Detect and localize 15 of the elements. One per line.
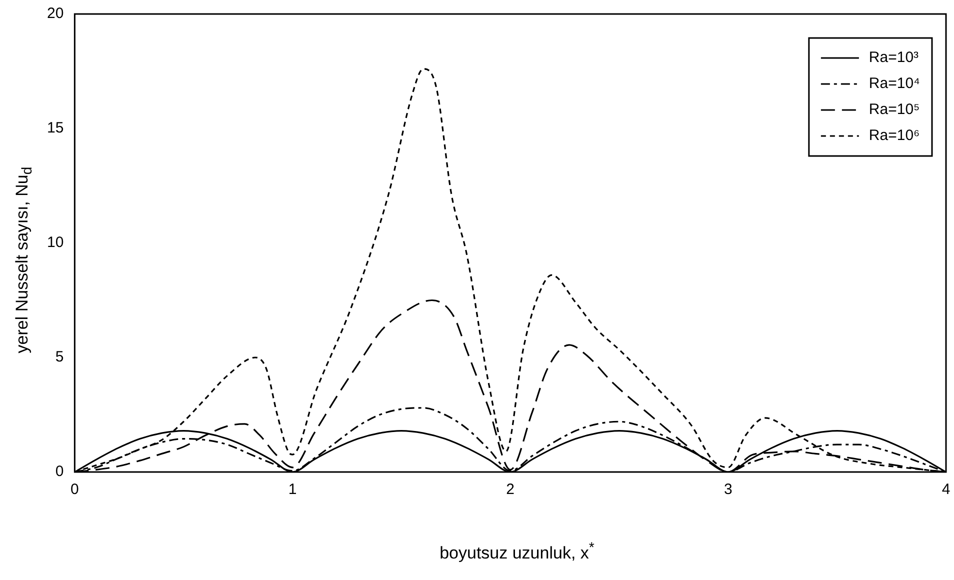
y-tick-label: 15 [46, 120, 64, 137]
legend-label: Ra=10⁴ [868, 75, 920, 92]
x-tick-label: 3 [724, 481, 732, 498]
legend-label: Ra=10⁶ [868, 127, 920, 144]
legend-label: Ra=10⁵ [868, 101, 920, 118]
y-tick-label: 5 [55, 348, 64, 366]
x-axis-title: boyutsuz uzunluk, x$^{*}$ [438, 540, 596, 564]
x-tick-label: 1 [288, 481, 297, 498]
legend-label: Ra=10³ [868, 49, 919, 66]
x-tick-label: 0 [70, 481, 79, 498]
y-tick-label: 0 [55, 463, 64, 480]
x-tick-label: 4 [942, 481, 950, 498]
x-tick-label: 2 [506, 481, 515, 498]
y-tick-label: 10 [46, 234, 64, 252]
y-tick-label: 20 [46, 5, 64, 22]
